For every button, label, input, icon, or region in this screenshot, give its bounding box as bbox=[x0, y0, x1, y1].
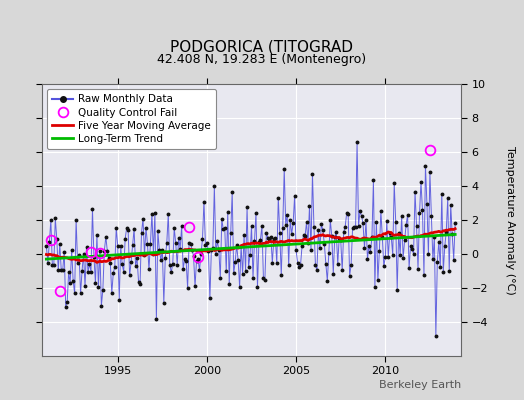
Text: PODGORICA (TITOGRAD: PODGORICA (TITOGRAD bbox=[170, 39, 354, 54]
Text: Berkeley Earth: Berkeley Earth bbox=[379, 380, 461, 390]
Text: 42.408 N, 19.283 E (Montenegro): 42.408 N, 19.283 E (Montenegro) bbox=[157, 53, 367, 66]
Y-axis label: Temperature Anomaly (°C): Temperature Anomaly (°C) bbox=[505, 146, 515, 294]
Legend: Raw Monthly Data, Quality Control Fail, Five Year Moving Average, Long-Term Tren: Raw Monthly Data, Quality Control Fail, … bbox=[47, 89, 216, 149]
